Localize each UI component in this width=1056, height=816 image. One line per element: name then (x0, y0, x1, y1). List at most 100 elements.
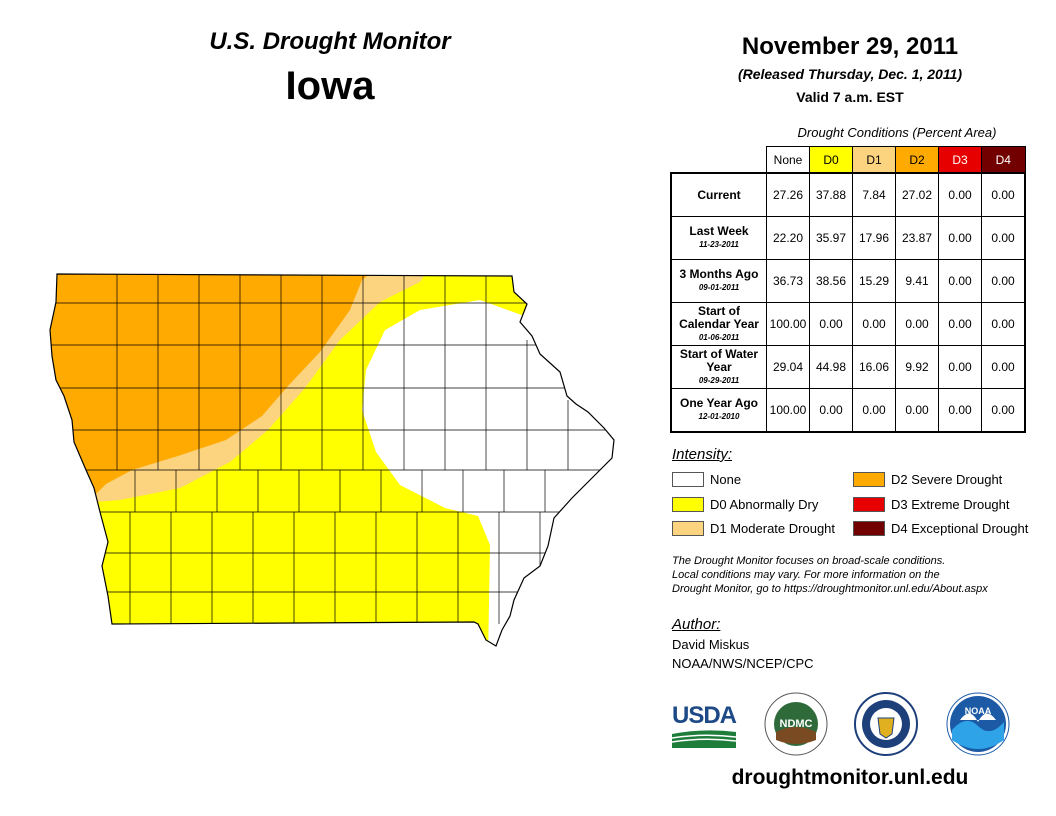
legend-label: D1 Moderate Drought (710, 521, 836, 536)
legend-item-d3: D3 Extreme Drought (853, 497, 1010, 512)
row-label-text: Last Week (689, 224, 749, 238)
noaa-logo: NOAA (946, 692, 1010, 756)
ndmc-logo-text: NDMC (780, 718, 813, 730)
cell-value: 17.96 (852, 216, 896, 260)
cell-value: 37.88 (809, 172, 853, 217)
row-label: Current (670, 172, 767, 217)
legend-label: D4 Exceptional Drought (891, 521, 1029, 536)
cell-value: 9.41 (895, 259, 939, 303)
cell-value: 0.00 (809, 302, 853, 346)
legend-swatch (672, 472, 704, 487)
cell-value: 35.97 (809, 216, 853, 260)
legend-label: D2 Severe Drought (891, 472, 1003, 487)
cell-value: 100.00 (766, 302, 810, 346)
legend-label: None (710, 472, 742, 487)
legend-title: Intensity: (672, 446, 733, 463)
legend-item-none: None (672, 472, 741, 487)
table-header-row: None D0 D1 D2 D3 D4 (671, 146, 1026, 174)
legend-swatch (853, 497, 885, 512)
cell-value: 36.73 (766, 259, 810, 303)
row-label-date: 01-06-2011 (698, 332, 740, 342)
cell-value: 9.92 (895, 345, 939, 389)
table-corner (671, 147, 767, 174)
cell-value: 44.98 (809, 345, 853, 389)
legend-label: D3 Extreme Drought (891, 497, 1010, 512)
legend-swatch (672, 497, 704, 512)
row-label: 3 Months Ago 09-01-2011 (670, 259, 767, 303)
cell-value: 0.00 (981, 302, 1026, 346)
cell-value: 23.87 (895, 216, 939, 260)
cell-value: 0.00 (938, 216, 982, 260)
legend-swatch (853, 472, 885, 487)
row-label: Last Week 11-23-2011 (670, 216, 767, 260)
cell-value: 0.00 (981, 172, 1026, 217)
map-header-title: U.S. Drought Monitor (209, 28, 451, 55)
note-line: The Drought Monitor focuses on broad-sca… (672, 555, 946, 567)
cell-value: 22.20 (766, 216, 810, 260)
cell-value: 0.00 (895, 302, 939, 346)
cell-value: 0.00 (981, 388, 1026, 433)
cell-value: 7.84 (852, 172, 896, 217)
usda-logo: USDA (672, 702, 737, 748)
col-header-d0: D0 (809, 146, 853, 174)
table-row: 3 Months Ago 09-01-2011 36.73 38.56 15.29… (670, 259, 1026, 303)
row-label: One Year Ago 12-01-2010 (670, 388, 767, 433)
author-name: David Miskus (672, 637, 750, 652)
table-caption: Drought Conditions (Percent Area) (797, 125, 997, 140)
table-row: Start of Calendar Year 01-06-2011 100.00 … (670, 302, 1026, 346)
cell-value: 0.00 (938, 388, 982, 433)
row-label-date: 09-01-2011 (698, 283, 740, 292)
commerce-seal-logo (854, 692, 918, 756)
cell-value: 0.00 (938, 302, 982, 346)
drought-conditions-table: None D0 D1 D2 D3 D4 Current 27.26 37.88 … (670, 146, 1026, 433)
map-d2-area (50, 274, 400, 500)
cell-value: 16.06 (852, 345, 896, 389)
cell-value: 29.04 (766, 345, 810, 389)
release-date: (Released Thursday, Dec. 1, 2011) (737, 66, 963, 82)
legend-item-d2: D2 Severe Drought (853, 472, 1002, 487)
legend-item-d1: D1 Moderate Drought (672, 521, 835, 536)
usda-logo-text: USDA (672, 702, 737, 729)
cell-value: 0.00 (852, 302, 896, 346)
usda-logo-swoosh (672, 730, 736, 748)
valid-time: Valid 7 a.m. EST (796, 89, 904, 105)
legend-label: D0 Abnormally Dry (710, 497, 819, 512)
table-row: One Year Ago 12-01-2010 100.00 0.00 0.00 … (670, 388, 1026, 433)
cell-value: 0.00 (981, 216, 1026, 260)
legend-item-d4: D4 Exceptional Drought (853, 521, 1028, 536)
row-label-text: Start of Water Year (679, 346, 759, 374)
cell-value: 27.26 (766, 172, 810, 217)
ndmc-logo: NDMC (764, 692, 828, 756)
table-row: Current 27.26 37.88 7.84 27.02 0.00 0.00 (670, 172, 1026, 217)
table-row: Start of Water Year 09-29-2011 29.04 44.9… (670, 345, 1026, 389)
row-label-date: 09-29-2011 (698, 375, 740, 385)
col-header-d1: D1 (852, 146, 896, 174)
legend-item-d0: D0 Abnormally Dry (672, 497, 818, 512)
table-row: Last Week 11-23-2011 22.20 35.97 17.96 23… (670, 216, 1026, 260)
cell-value: 0.00 (938, 259, 982, 303)
row-label-date: 12-01-2010 (698, 412, 740, 421)
map-date: November 29, 2011 (741, 33, 959, 60)
row-label: Start of Calendar Year 01-06-2011 (670, 302, 767, 346)
col-header-d2: D2 (895, 146, 939, 174)
cell-value: 15.29 (852, 259, 896, 303)
row-label: Start of Water Year 09-29-2011 (670, 345, 767, 389)
noaa-logo-text: NOAA (965, 706, 992, 716)
note-line: Local conditions may vary. For more info… (672, 569, 940, 581)
cell-value: 38.56 (809, 259, 853, 303)
cell-value: 0.00 (852, 388, 896, 433)
cell-value: 0.00 (938, 172, 982, 217)
row-label-text: Start of Calendar Year (679, 303, 759, 331)
author-title: Author: (672, 616, 721, 633)
legend-swatch (853, 521, 885, 536)
iowa-outline (49, 273, 615, 647)
row-label-date: 11-23-2011 (699, 240, 739, 249)
cell-value: 0.00 (981, 259, 1026, 303)
cell-value: 0.00 (895, 388, 939, 433)
cell-value: 0.00 (938, 345, 982, 389)
cell-value: 0.00 (809, 388, 853, 433)
cell-value: 0.00 (981, 345, 1026, 389)
legend-swatch (672, 521, 704, 536)
row-label-text: Current (697, 187, 741, 202)
note-line: Drought Monitor, go to https://droughtmo… (672, 583, 988, 595)
